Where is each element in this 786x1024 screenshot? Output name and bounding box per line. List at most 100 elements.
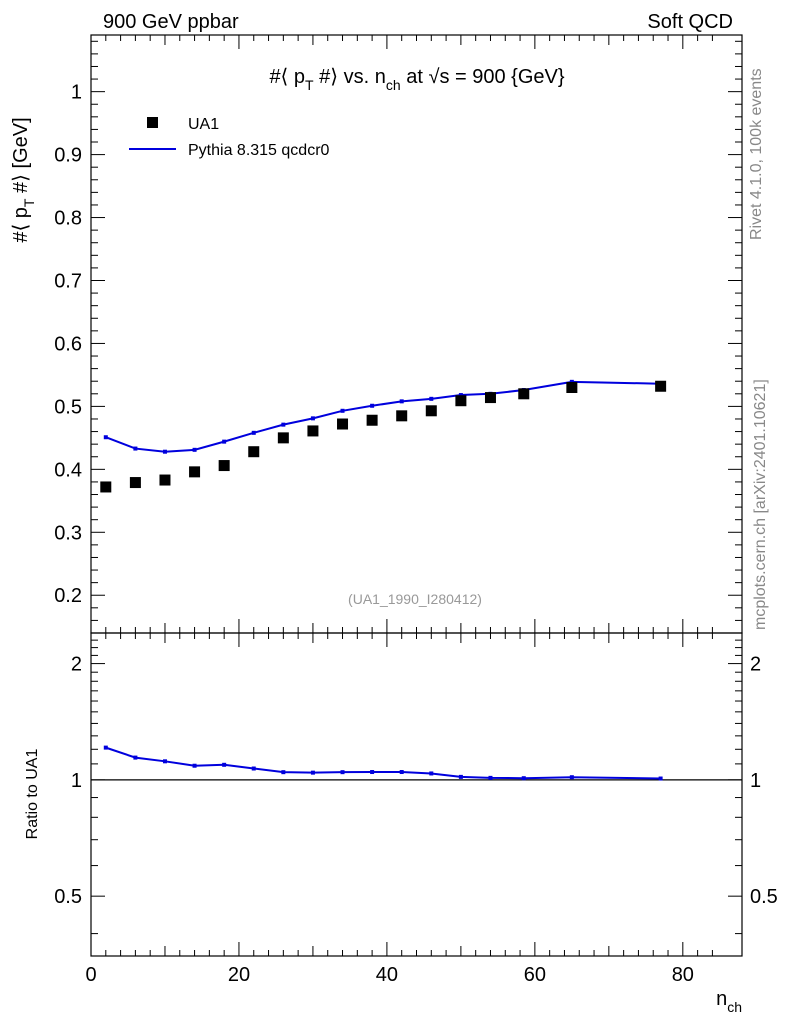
ratio-point xyxy=(192,763,197,768)
rivet-side-label: Rivet 4.1.0, 100k events xyxy=(748,68,765,240)
xtick-label: 0 xyxy=(85,964,96,986)
ratio-ytick-label: 2 xyxy=(71,654,82,676)
ua1-point xyxy=(307,425,319,437)
ratio-point xyxy=(429,771,434,776)
legend-pythia-label: Pythia 8.315 qcdcr0 xyxy=(188,142,330,159)
xtick-labels: 0 20 40 60 80 xyxy=(85,964,694,986)
ratio-point xyxy=(310,770,315,775)
ua1-point xyxy=(425,405,437,417)
pythia-point xyxy=(399,399,404,404)
ratio-point xyxy=(399,770,404,775)
pythia-line xyxy=(105,380,661,453)
main-ylabel: #⟨ pT #⟩ [GeV] xyxy=(10,117,37,242)
pythia-point xyxy=(251,430,256,435)
ylabel-post: #⟩ [GeV] xyxy=(10,117,32,198)
xlabel: nch xyxy=(716,988,742,1015)
title-sub2: ch xyxy=(386,77,401,93)
ua1-point xyxy=(455,395,467,407)
ua1-point xyxy=(566,382,578,394)
xtick-label: 80 xyxy=(672,964,694,986)
main-title: #⟨ pT #⟩ vs. nch at √s = 900 {GeV} xyxy=(269,66,564,93)
ua1-point xyxy=(218,460,230,472)
xlabel-pre: n xyxy=(716,988,727,1010)
ratio-point xyxy=(281,770,286,775)
ua1-point xyxy=(277,432,289,444)
pythia-point xyxy=(222,439,227,444)
pythia-series xyxy=(103,379,663,454)
ua1-point xyxy=(655,380,667,392)
main-ytick-label: 0.3 xyxy=(54,522,82,544)
xtick-label: 20 xyxy=(228,964,250,986)
ratio-ytick-label: 0.5 xyxy=(54,886,82,908)
ua1-point xyxy=(484,392,496,404)
main-ytick-label: 0.9 xyxy=(54,145,82,167)
legend-ua1-marker xyxy=(147,117,158,128)
header-left-label: 900 GeV ppbar xyxy=(103,11,239,33)
xlabel-sub: ch xyxy=(727,999,742,1015)
pythia-point xyxy=(103,435,108,440)
ratio-frame xyxy=(90,632,743,957)
xtick-label: 60 xyxy=(524,964,546,986)
ua1-point xyxy=(100,481,112,493)
ua1-point xyxy=(396,410,408,422)
pythia-point xyxy=(429,396,434,401)
main-panel: 0.20.30.40.50.60.70.80.91 #⟨ pT #⟩ vs. n… xyxy=(10,34,743,634)
ratio-ytick-label-right: 0.5 xyxy=(750,886,778,908)
ua1-series xyxy=(100,380,667,493)
main-ytick-label: 0.5 xyxy=(54,396,82,418)
main-ytick-label: 0.6 xyxy=(54,333,82,355)
ratio-point xyxy=(162,759,167,764)
ratio-series xyxy=(103,745,663,781)
ua1-point xyxy=(129,477,141,489)
ratio-axis-ticks xyxy=(90,632,742,956)
ratio-point xyxy=(569,775,574,780)
ratio-ylabel: Ratio to UA1 xyxy=(24,749,41,840)
analysis-watermark: (UA1_1990_I280412) xyxy=(348,591,482,607)
title-post: at √s = 900 {GeV} xyxy=(401,66,565,88)
ratio-point xyxy=(133,755,138,760)
ratio-point xyxy=(103,745,108,750)
pythia-point xyxy=(569,379,574,384)
ratio-point xyxy=(222,762,227,767)
title-pre: #⟨ p xyxy=(269,66,305,88)
ratio-ytick-label: 1 xyxy=(71,770,82,792)
main-axis-ticks xyxy=(90,35,742,633)
main-ytick-label: 1 xyxy=(71,82,82,104)
pythia-point xyxy=(281,422,286,427)
ylabel-sub: T xyxy=(21,198,37,207)
xtick-label: 40 xyxy=(376,964,398,986)
ratio-ytick-label-right: 1 xyxy=(750,770,761,792)
ylabel-pre: #⟨ p xyxy=(10,207,32,243)
ua1-point xyxy=(337,418,349,430)
main-ytick-label: 0.4 xyxy=(54,459,82,481)
ua1-point xyxy=(159,474,171,486)
mcplots-side-label: mcplots.cern.ch [arXiv:2401.10621] xyxy=(752,379,769,630)
ratio-point xyxy=(658,776,663,781)
title-mid: #⟩ vs. n xyxy=(314,66,386,88)
pythia-point xyxy=(192,447,197,452)
ua1-point xyxy=(518,388,530,400)
main-ytick-label: 0.7 xyxy=(54,270,82,292)
ua1-point xyxy=(366,414,378,426)
pythia-point xyxy=(162,449,167,454)
ratio-point xyxy=(521,776,526,781)
ratio-point xyxy=(488,775,493,780)
ratio-point xyxy=(340,770,345,775)
ua1-point xyxy=(248,446,260,458)
legend-ua1-label: UA1 xyxy=(188,116,219,133)
ratio-line xyxy=(105,746,661,780)
main-ytick-label: 0.8 xyxy=(54,208,82,230)
pythia-point xyxy=(310,416,315,421)
ua1-point xyxy=(189,466,201,478)
pythia-point xyxy=(458,393,463,398)
title-sub1: T xyxy=(305,77,314,93)
ratio-panel: 0.5 1 2 0.5 1 2 0 20 40 60 80 Ratio to UA1 nch xyxy=(24,632,778,1015)
ratio-ytick-labels: 0.5 1 2 0.5 1 2 xyxy=(54,654,778,909)
pythia-point xyxy=(133,446,138,451)
pythia-point xyxy=(340,408,345,413)
ratio-point xyxy=(458,774,463,779)
legend: UA1 Pythia 8.315 qcdcr0 xyxy=(129,116,330,159)
ratio-point xyxy=(251,766,256,771)
main-ytick-labels: 0.2 0.3 0.4 0.5 0.6 0.7 0.8 0.9 1 xyxy=(54,82,82,608)
